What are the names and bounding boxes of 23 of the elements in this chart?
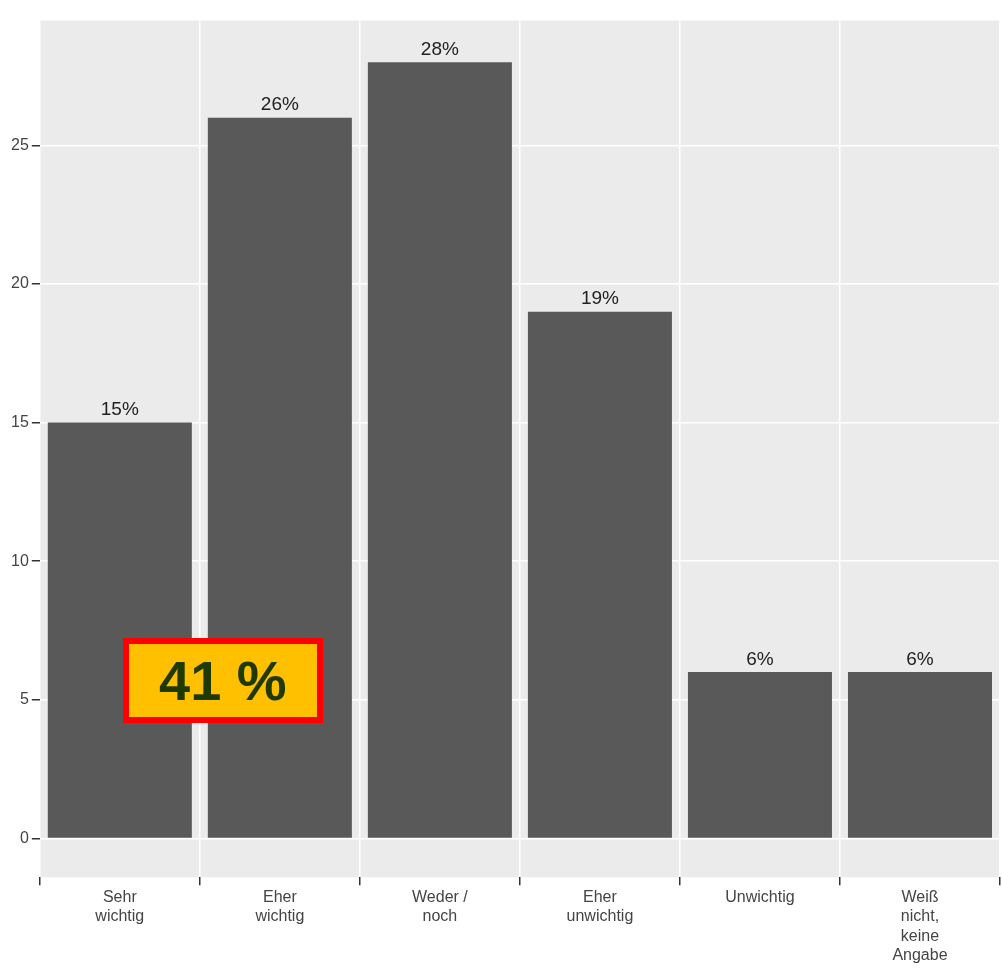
y-tick-label: 20 (11, 274, 29, 292)
annotation: 41 % (123, 638, 323, 723)
data-label: 6% (906, 647, 934, 669)
y-tick-label: 25 (11, 135, 29, 153)
data-label: 26% (260, 93, 299, 115)
data-label: 15% (100, 398, 139, 420)
data-label: 19% (580, 287, 620, 309)
x-tick-label: Eher wichtig (254, 888, 305, 925)
y-tick-label: 10 (11, 551, 29, 569)
data-label: 6% (746, 647, 774, 669)
bar (367, 62, 512, 838)
bar (847, 672, 992, 838)
y-tick-label: 0 (19, 828, 29, 846)
x-tick-label: Weder / noch (412, 888, 469, 925)
y-tick-label: 15 (11, 412, 29, 430)
x-tick-label: Eher unwichtig (566, 888, 634, 925)
bar (527, 311, 672, 838)
x-tick-label: Sehr wichtig (94, 888, 145, 925)
y-tick-label: 5 (19, 690, 29, 708)
data-label: 28% (420, 37, 459, 59)
bar (687, 672, 832, 838)
x-tick-label: Weiß nicht, keine Angabe (892, 888, 948, 963)
x-tick-label: Unwichtig (725, 888, 795, 906)
